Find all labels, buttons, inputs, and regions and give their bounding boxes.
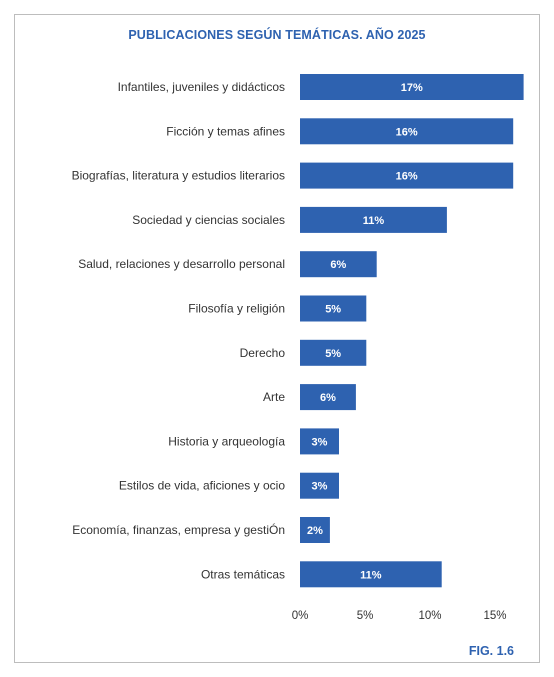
- bar-0: [300, 74, 524, 100]
- category-label-1: Ficción y temas afines: [166, 124, 285, 138]
- data-label-1: 16%: [396, 126, 418, 138]
- x-tick-label-1: 5%: [357, 610, 374, 622]
- bar-1: [300, 118, 514, 145]
- bar-5: [300, 295, 367, 322]
- data-label-3: 11%: [363, 215, 385, 227]
- data-label-9: 3%: [312, 481, 328, 493]
- x-tick-label-2: 10%: [418, 610, 441, 622]
- data-label-6: 5%: [325, 348, 341, 360]
- data-label-8: 3%: [312, 436, 328, 448]
- data-label-5: 5%: [325, 304, 341, 316]
- bar-7: [300, 384, 356, 411]
- bar-8: [300, 428, 339, 455]
- x-tick-label-0: 0%: [292, 610, 309, 622]
- category-label-10: Economía, finanzas, empresa y gestiÓn: [72, 522, 285, 537]
- category-label-0: Infantiles, juveniles y didácticos: [118, 80, 285, 94]
- bar-10: [300, 517, 330, 543]
- chart-title: PUBLICACIONES SEGÚN TEMÁTICAS. AÑO 2025: [128, 28, 426, 42]
- data-label-10: 2%: [307, 525, 323, 537]
- bar-3: [300, 206, 447, 233]
- category-label-6: Derecho: [240, 346, 286, 360]
- category-label-8: Historia y arqueología: [168, 434, 285, 448]
- data-label-4: 6%: [330, 259, 346, 271]
- data-label-2: 16%: [396, 171, 418, 183]
- bar-11: [300, 561, 442, 588]
- category-label-9: Estilos de vida, aficiones y ocio: [119, 479, 285, 493]
- category-label-3: Sociedad y ciencias sociales: [132, 213, 285, 227]
- data-label-11: 11%: [360, 569, 382, 581]
- data-label-7: 6%: [320, 392, 336, 404]
- category-label-4: Salud, relaciones y desarrollo personal: [78, 257, 285, 271]
- x-tick-label-3: 15%: [483, 610, 506, 622]
- bar-4: [300, 251, 377, 278]
- category-label-7: Arte: [263, 390, 285, 404]
- figure-label: FIG. 1.6: [468, 644, 514, 658]
- bar-2: [300, 162, 514, 189]
- category-label-5: Filosofía y religión: [188, 302, 285, 316]
- bar-6: [300, 339, 367, 366]
- bar-9: [300, 472, 339, 499]
- category-label-11: Otras temáticas: [201, 567, 285, 581]
- data-label-0: 17%: [401, 82, 423, 94]
- category-label-2: Biografías, literatura y estudios litera…: [72, 169, 285, 183]
